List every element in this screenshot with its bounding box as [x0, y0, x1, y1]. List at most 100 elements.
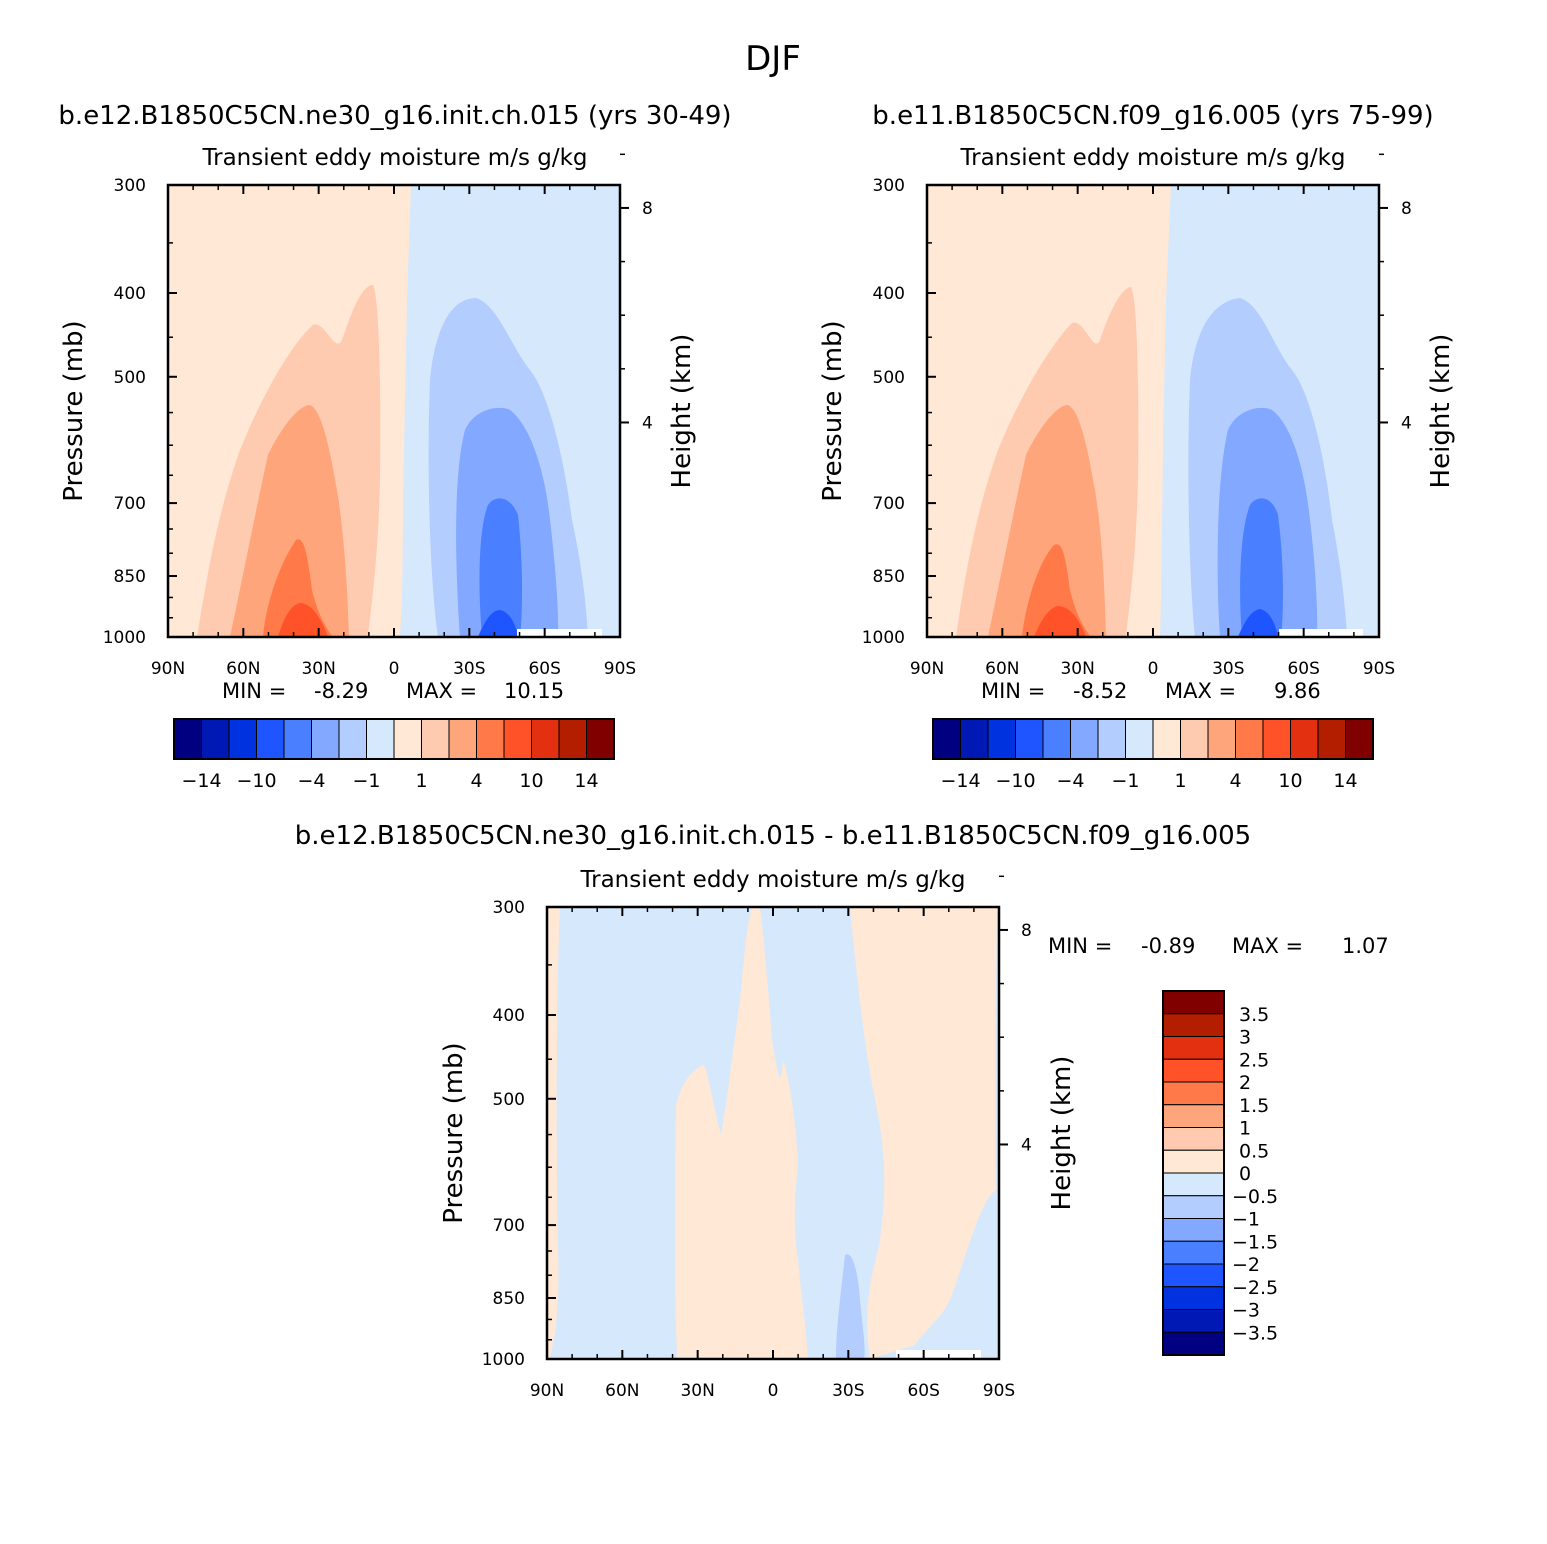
panel-3-y2-axis-label: Height (km)	[1047, 1056, 1077, 1211]
colorbar-label: 2	[1239, 1072, 1251, 1094]
panel-2-contour-field	[927, 185, 1379, 637]
panel-1-contour-field	[168, 185, 620, 637]
colorbar-frame	[173, 718, 615, 760]
y-tick-label: 700	[873, 494, 905, 514]
panel-2-min-value: -8.52	[1073, 679, 1127, 703]
panel-1-band-4-to-10	[230, 405, 349, 637]
y-tick-label: 500	[873, 368, 905, 388]
y-tick-label: 1000	[862, 628, 905, 648]
y-tick-label: 700	[493, 1216, 525, 1236]
panel-3-max-label: MAX =	[1232, 934, 1303, 958]
colorbar-swatch	[1162, 1240, 1225, 1265]
panel-2-max-value: 9.86	[1274, 679, 1321, 703]
colorbar-label: −10	[995, 770, 1035, 792]
colorbar-swatch	[960, 718, 989, 760]
colorbar-swatch	[1162, 1195, 1225, 1219]
colorbar-swatch	[1162, 1036, 1225, 1060]
y-tick-label: 850	[493, 1289, 525, 1309]
colorbar-swatch	[1162, 1104, 1225, 1128]
panel-2-case-title: b.e11.B1850C5CN.f09_g16.005 (yrs 75-99)	[872, 101, 1433, 131]
colorbar-swatch	[1070, 718, 1099, 760]
colorbar-label: −2	[1232, 1254, 1260, 1276]
y2-tick-label: 4	[1401, 413, 1412, 433]
colorbar-swatch	[366, 718, 395, 760]
panel-3-missing-data	[896, 1350, 981, 1359]
colorbar-label: −0.5	[1232, 1186, 1278, 1208]
colorbar-swatch	[421, 718, 450, 760]
colorbar-label: 14	[1333, 770, 1357, 792]
colorbar-label: −14	[940, 770, 980, 792]
colorbar-swatch	[586, 718, 615, 760]
colorbar-swatch	[256, 718, 285, 760]
colorbar-swatch	[1317, 718, 1346, 760]
colorbar-label: 2.5	[1239, 1049, 1269, 1071]
colorbar-swatch	[283, 718, 312, 760]
colorbar-swatch	[1162, 1218, 1225, 1242]
panel-3-max-value: 1.07	[1342, 934, 1389, 958]
colorbar-swatch	[1125, 718, 1154, 760]
panel-1-y2-axis-label: Height (km)	[667, 334, 697, 489]
x-tick-label: 60S	[1287, 659, 1319, 679]
y-tick-label: 1000	[103, 628, 146, 648]
panel-3-colorbar: 3.532.521.510.50−0.5−1−1.5−2−2.5−3−3.5	[1162, 990, 1278, 1356]
colorbar-swatch	[228, 718, 257, 760]
colorbar-label: −3	[1232, 1300, 1260, 1322]
y-tick-label: 700	[114, 494, 146, 514]
colorbar-swatch	[1162, 1331, 1225, 1356]
colorbar-label: −14	[181, 770, 221, 792]
y-tick-label: 850	[873, 567, 905, 587]
y-tick-label: 850	[114, 567, 146, 587]
colorbar-swatch	[1162, 1263, 1225, 1288]
colorbar-label: 1	[1239, 1118, 1251, 1140]
x-tick-label: 30N	[1060, 659, 1094, 679]
panel-1-colorbar: −14 −10 −4 −1 1 4 10 14	[173, 718, 615, 792]
colorbar-label: −2.5	[1232, 1277, 1278, 1299]
colorbar-label: 1	[1174, 770, 1186, 792]
colorbar-swatch	[476, 718, 505, 760]
x-tick-label: 90S	[1363, 659, 1395, 679]
y-tick-label: 500	[114, 368, 146, 388]
colorbar-swatch	[201, 718, 230, 760]
colorbar-label: 14	[574, 770, 598, 792]
colorbar-label: −4	[1056, 770, 1084, 792]
x-tick-label: 30N	[301, 659, 335, 679]
colorbar-label: −1	[1232, 1209, 1260, 1231]
colorbar-label: 10	[519, 770, 543, 792]
panel-1-min-label: MIN =	[222, 679, 286, 703]
colorbar-label: 0.5	[1239, 1140, 1269, 1162]
colorbar-swatch	[173, 718, 202, 760]
panel-1-band-10-to-14	[263, 539, 333, 637]
colorbar-label: −1	[1111, 770, 1139, 792]
x-tick-label: 30S	[1212, 659, 1244, 679]
y2-tick-label: 8	[642, 199, 653, 219]
colorbar-swatch	[503, 718, 532, 760]
colorbar-label: 3	[1239, 1027, 1251, 1049]
colorbar-swatch	[338, 718, 367, 760]
colorbar-frame	[932, 718, 1374, 760]
colorbar-swatch	[1290, 718, 1319, 760]
panel-1-band-below-minus14	[478, 610, 518, 637]
x-tick-label: 60N	[985, 659, 1019, 679]
colorbar-label: 3.5	[1239, 1004, 1269, 1026]
colorbar-swatch	[1162, 1286, 1225, 1310]
panel-1-min-value: -8.29	[314, 679, 368, 703]
colorbar-swatch	[1152, 718, 1181, 760]
colorbar-swatch	[1162, 1127, 1225, 1151]
panel-2-variable-title: Transient eddy moisture m/s g/kg	[959, 145, 1345, 171]
colorbar-label: 1	[415, 770, 427, 792]
panel-1: b.e12.B1850C5CN.ne30_g16.init.ch.015 (yr…	[58, 101, 731, 792]
y-tick-label: 300	[114, 176, 146, 196]
colorbar-swatch	[1235, 718, 1264, 760]
colorbar-label: 10	[1278, 770, 1302, 792]
y-tick-label: 500	[493, 1090, 525, 1110]
y-tick-label: 400	[493, 1006, 525, 1026]
colorbar-swatch	[1042, 718, 1071, 760]
colorbar-label: 4	[470, 770, 482, 792]
colorbar-label: −3.5	[1232, 1322, 1278, 1344]
x-tick-label: 90S	[983, 1381, 1015, 1401]
x-tick-label: 90S	[604, 659, 636, 679]
x-tick-label: 90N	[910, 659, 944, 679]
